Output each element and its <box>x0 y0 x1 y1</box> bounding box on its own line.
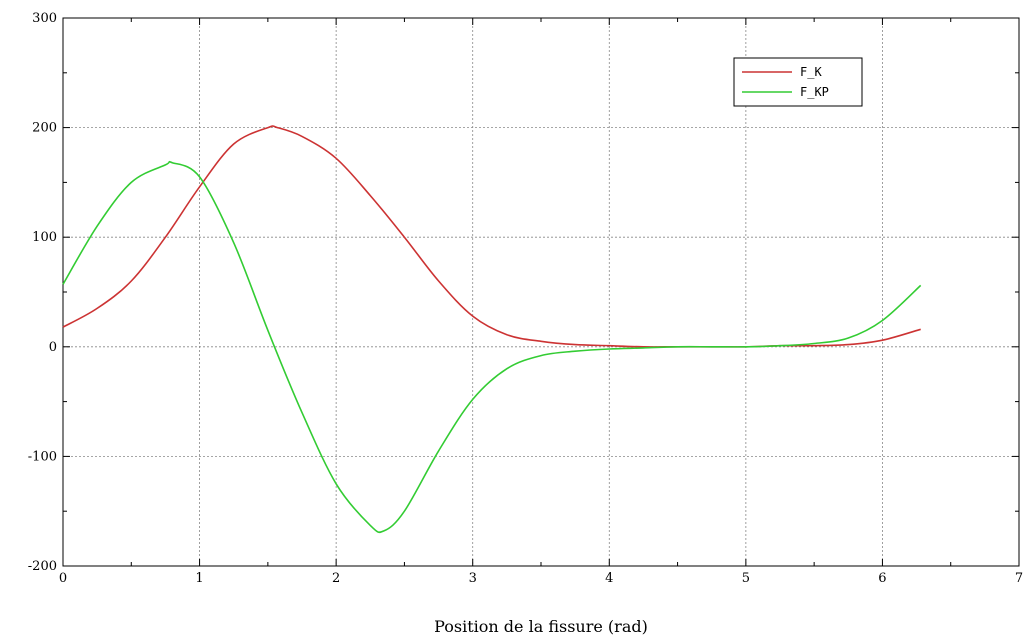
plot-area <box>62 17 1020 567</box>
series-line-f-kp <box>62 160 922 534</box>
y-tick-label: -100 <box>28 449 57 464</box>
x-tick-label: 5 <box>742 571 750 586</box>
x-tick-label: 2 <box>332 571 340 586</box>
x-tick-label: 6 <box>878 571 886 586</box>
series-lines <box>62 125 922 534</box>
x-tick-label: 1 <box>195 571 203 586</box>
x-axis-title: Position de la fissure (rad) <box>434 617 648 636</box>
x-tick-label: 7 <box>1015 571 1023 586</box>
y-tick-label: 300 <box>32 11 57 26</box>
minor-ticks <box>62 17 1020 567</box>
y-tick-label: 100 <box>32 230 57 245</box>
y-tick-label: -200 <box>28 559 57 574</box>
legend-box <box>733 57 863 107</box>
x-tick-label: 0 <box>59 571 67 586</box>
x-tick-label: 4 <box>605 571 613 586</box>
legend: F_K F_KP <box>733 57 863 107</box>
legend-label-f-k: F_K <box>800 65 822 79</box>
y-tick-label: 0 <box>49 340 57 355</box>
x-tick-label: 3 <box>469 571 477 586</box>
y-tick-labels: -200 -100 0 100 200 300 <box>28 11 57 574</box>
y-tick-label: 200 <box>32 121 57 136</box>
x-tick-labels: 0 1 2 3 4 5 6 7 <box>59 571 1023 586</box>
legend-label-f-kp: F_KP <box>800 85 829 99</box>
grid-lines <box>63 18 1019 566</box>
